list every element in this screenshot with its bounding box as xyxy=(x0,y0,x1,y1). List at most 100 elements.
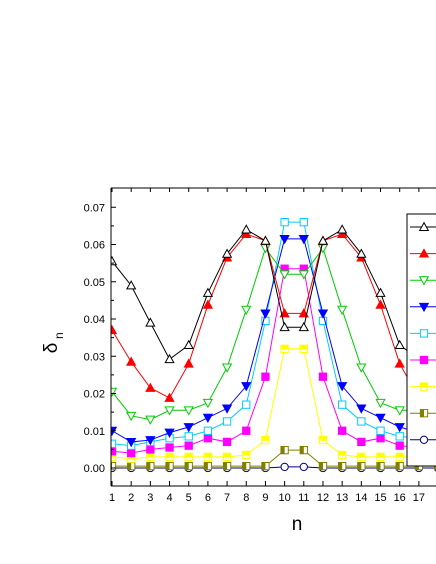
series-8-point-4 xyxy=(165,461,174,471)
series-5-point-8 xyxy=(242,400,251,409)
x-tick-label-17: 17 xyxy=(413,492,425,504)
series-4-point-8 xyxy=(241,382,252,392)
x-tick-label-14: 14 xyxy=(355,492,367,504)
series-7-point-12 xyxy=(318,435,328,445)
series-4-point-10 xyxy=(279,234,290,245)
series-1-point-15 xyxy=(375,287,386,297)
series-8-line xyxy=(112,449,436,467)
legend-box xyxy=(406,213,436,467)
series-1-point-3 xyxy=(145,317,156,327)
series-4-line xyxy=(111,238,436,443)
x-tick-label-12: 12 xyxy=(317,492,329,504)
series-6-point-2 xyxy=(127,448,136,458)
series-8-point-2 xyxy=(127,461,136,471)
x-tick-label-3: 3 xyxy=(147,492,153,504)
series-8-point-15 xyxy=(376,461,385,471)
legend-marker-2 xyxy=(418,248,430,258)
series-2-point-1 xyxy=(111,324,118,335)
y-tick-label-0.04: 0.04 xyxy=(84,314,105,326)
series-3-point-1 xyxy=(111,387,118,397)
series-6-point-12 xyxy=(318,372,328,381)
y-tick-label-0.01: 0.01 xyxy=(84,426,105,438)
series-1-point-7 xyxy=(221,248,233,258)
series-3-point-14 xyxy=(356,363,367,373)
legend-marker-6 xyxy=(419,355,429,365)
series-4-point-9 xyxy=(260,309,271,319)
series-7-point-10 xyxy=(280,344,289,353)
series-7-point-9 xyxy=(261,435,270,445)
series-6-point-3 xyxy=(146,445,155,454)
x-tick-label-13: 13 xyxy=(336,492,348,504)
series-8-point-3 xyxy=(146,461,155,471)
series-6-point-16 xyxy=(395,441,404,450)
series-1-point-11 xyxy=(298,321,309,332)
x-tick-label-7: 7 xyxy=(224,492,230,504)
legend-marker-7 xyxy=(419,382,429,391)
series-8-point-10 xyxy=(280,445,289,455)
x-tick-label-2: 2 xyxy=(128,492,134,504)
series-2-point-15 xyxy=(375,299,386,309)
series-4-point-7 xyxy=(221,404,233,414)
series-2-point-11 xyxy=(298,308,309,318)
series-8-point-11 xyxy=(299,445,308,455)
series-3-point-13 xyxy=(337,305,348,316)
series-1-point-2 xyxy=(126,280,137,290)
series-6-point-8 xyxy=(242,426,251,435)
series-8-point-13 xyxy=(338,461,347,471)
series-6-point-7 xyxy=(222,437,232,447)
series-4-point-11 xyxy=(298,234,309,245)
series-5-line xyxy=(111,221,436,447)
y-axis-title: δ n xyxy=(41,332,66,353)
series-8-point-6 xyxy=(203,461,213,471)
series-8-point-9 xyxy=(261,461,270,471)
series-6-point-5 xyxy=(184,441,193,450)
series-1-point-6 xyxy=(202,287,214,297)
series-1-point-13 xyxy=(337,224,348,234)
series-7-point-11 xyxy=(299,344,308,353)
series-7-point-6 xyxy=(203,452,213,461)
series-7-point-8 xyxy=(242,450,251,460)
x-axis-title: n xyxy=(292,514,303,535)
series-6-point-1 xyxy=(111,447,117,456)
series-4-point-3 xyxy=(145,436,156,446)
legend-marker-9 xyxy=(419,435,429,444)
series-7-point-15 xyxy=(376,452,385,461)
y-tick-label-0.06: 0.06 xyxy=(84,240,105,252)
series-5-point-7 xyxy=(222,417,232,426)
series-3-point-4 xyxy=(164,406,175,416)
series-7-point-5 xyxy=(184,452,193,461)
series-7-point-14 xyxy=(357,452,366,461)
series-3-line xyxy=(111,247,436,421)
series-1-point-9 xyxy=(260,235,271,245)
series-8-point-1 xyxy=(111,461,117,471)
series-1-line xyxy=(111,228,436,360)
series-3-point-11 xyxy=(298,270,309,280)
series-8-point-8 xyxy=(242,461,251,471)
series-2-point-6 xyxy=(202,299,214,309)
series-4-point-14 xyxy=(356,404,367,414)
y-axis-title-sub: n xyxy=(52,332,66,339)
series-3-point-16 xyxy=(394,406,405,416)
series-3-point-3 xyxy=(145,415,156,425)
series-7-point-16 xyxy=(395,452,404,461)
series-3-point-7 xyxy=(221,363,233,373)
series-1-point-5 xyxy=(183,339,194,350)
x-tick-label-15: 15 xyxy=(374,492,386,504)
series-7-point-4 xyxy=(165,452,174,461)
legend-marker-3 xyxy=(418,276,430,286)
y-tick-label-0.00: 0.00 xyxy=(84,463,105,475)
series-3-point-15 xyxy=(375,398,386,409)
series-4-point-5 xyxy=(183,423,194,433)
series-3-point-6 xyxy=(202,398,214,409)
series-4-point-13 xyxy=(337,382,348,392)
series-6-point-13 xyxy=(338,426,347,435)
series-8-point-14 xyxy=(357,461,366,471)
x-tick-label-1: 1 xyxy=(109,492,115,504)
series-1-point-4 xyxy=(164,353,175,364)
series-5-point-16 xyxy=(395,432,404,441)
series-7-line xyxy=(111,348,436,460)
series-7-point-13 xyxy=(338,450,347,460)
axes: 0.000.010.020.030.040.050.060.071 2 3 4 5 6 7 8… xyxy=(84,187,436,504)
series-2-point-4 xyxy=(164,392,175,402)
